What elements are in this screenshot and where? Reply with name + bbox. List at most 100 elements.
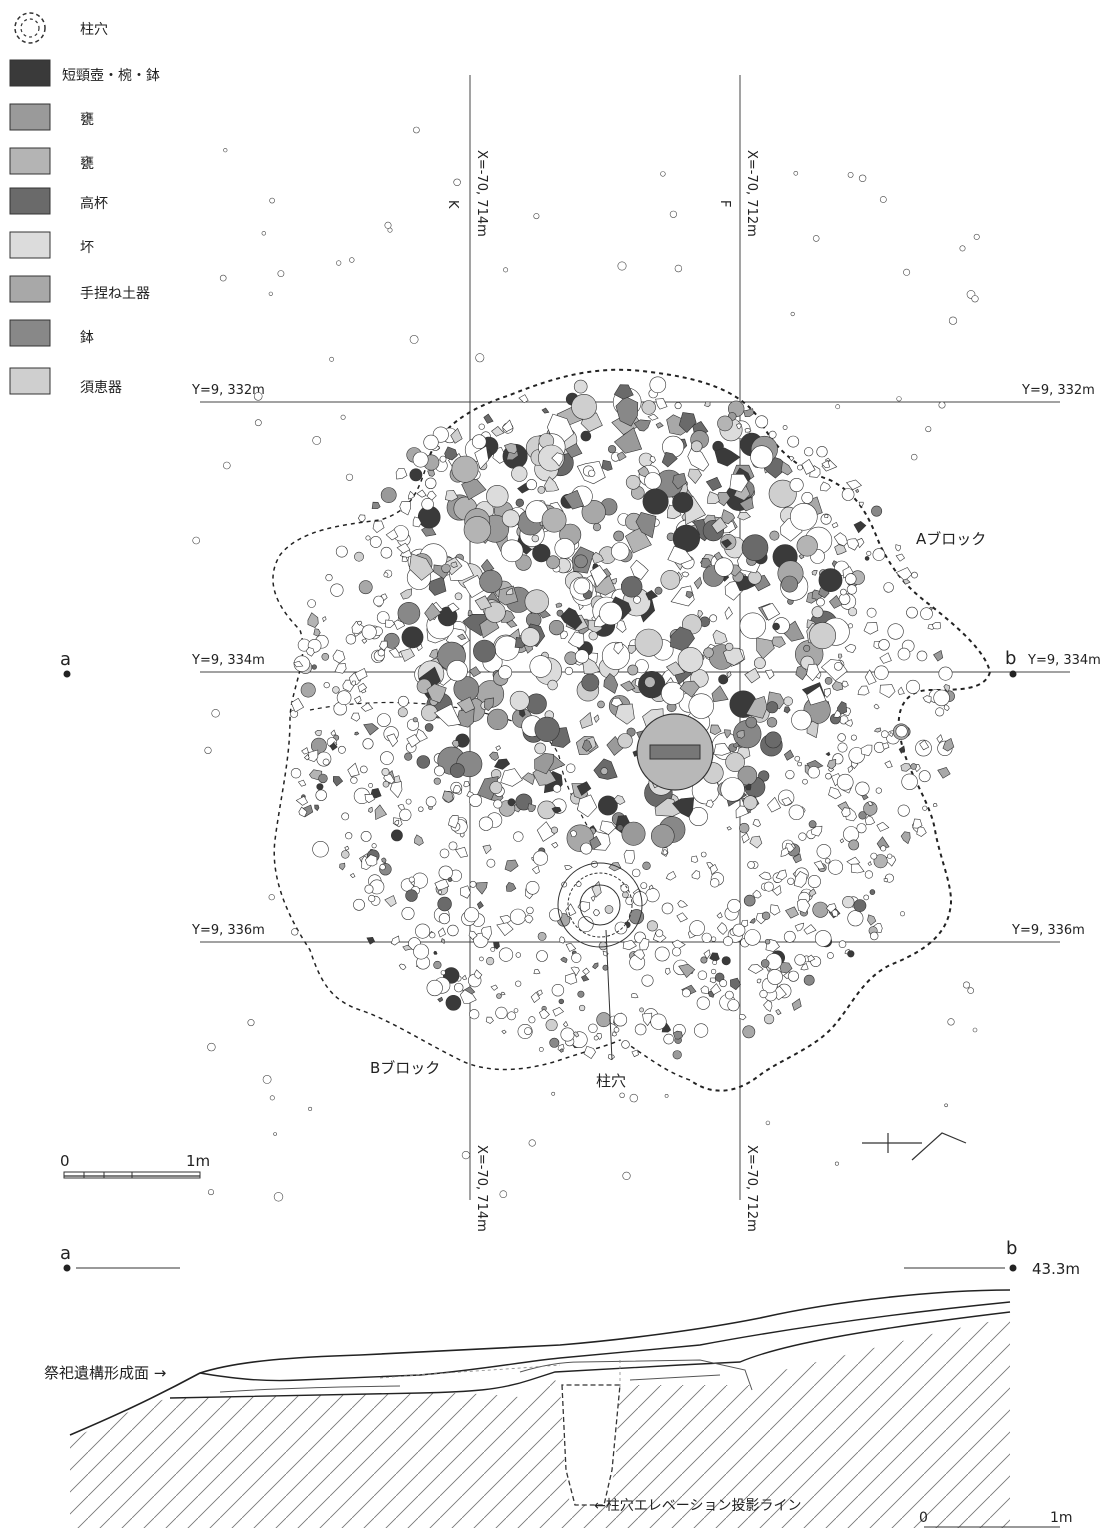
pottery-shard (863, 622, 879, 635)
pottery-shard (873, 703, 880, 710)
pottery-shard (412, 451, 429, 468)
pottery-shard (875, 787, 882, 794)
pottery-shard-outlier (461, 1150, 471, 1160)
pottery-shard (639, 1007, 644, 1013)
pottery-shard (789, 477, 804, 492)
pottery-shard (581, 499, 606, 525)
pottery-shard (551, 806, 562, 814)
pottery-shard (495, 1006, 508, 1020)
pottery-shard (714, 447, 741, 467)
pottery-shard (622, 939, 637, 951)
pottery-shard (625, 896, 634, 906)
pottery-shard (627, 664, 639, 676)
pottery-shard (803, 924, 817, 935)
pottery-shard-outlier (329, 356, 334, 362)
pottery-shard (500, 539, 524, 563)
pottery-shard (528, 1016, 536, 1024)
pottery-shard (438, 865, 453, 880)
pottery-shard (782, 425, 788, 430)
pottery-shard (688, 693, 714, 719)
pottery-shard (867, 914, 877, 926)
pottery-shard (747, 861, 755, 869)
pottery-shard (703, 949, 711, 960)
grid-label-y334-left: Y=9, 334m (191, 653, 265, 668)
pottery-shard (569, 829, 578, 838)
pottery-shard (872, 548, 886, 561)
pottery-shard (298, 806, 308, 818)
pottery-shard (902, 578, 911, 585)
plan-point-b-dot (1009, 670, 1017, 678)
pottery-shard (515, 980, 522, 987)
pottery-shard (687, 468, 702, 484)
pottery-shard (495, 745, 501, 751)
pottery-shard (350, 680, 357, 687)
pottery-shard (764, 731, 782, 749)
pottery-shard (494, 635, 520, 661)
pottery-shard (630, 559, 649, 580)
pottery-shard (556, 609, 564, 617)
pottery-shard-outlier (345, 473, 354, 481)
pottery-shard (850, 863, 865, 874)
pottery-shard (816, 597, 825, 607)
pottery-shard (787, 970, 799, 982)
pottery-shard (642, 861, 651, 870)
pottery-shard (810, 825, 823, 837)
pottery-shard (796, 535, 818, 557)
pottery-shard (787, 435, 800, 448)
pottery-shard (846, 584, 858, 595)
pottery-shard (533, 968, 541, 975)
pottery-shard (650, 824, 675, 848)
pottery-shard (396, 542, 411, 554)
pottery-shard (564, 864, 573, 871)
pottery-shard (440, 970, 446, 976)
pottery-shard-outlier (533, 213, 540, 220)
pottery-shard (744, 667, 761, 684)
pottery-shard (382, 780, 390, 788)
pottery-shard (788, 804, 805, 820)
pottery-shard-outlier (847, 171, 854, 178)
pottery-shard (496, 993, 502, 999)
pottery-shard (546, 555, 560, 570)
pottery-shard (423, 434, 439, 451)
pottery-shard (408, 490, 415, 500)
pottery-shard (873, 854, 888, 869)
pottery-shard (483, 697, 495, 712)
pottery-shard (473, 639, 496, 663)
section-projection-label: ←柱穴エレベーション投影ライン (594, 1498, 801, 1514)
pottery-shard (764, 669, 775, 680)
grid-label-y332-right: Y=9, 332m (1021, 383, 1095, 398)
pottery-shard (424, 602, 442, 622)
pottery-shard (357, 682, 368, 693)
pottery-shard (427, 469, 436, 477)
pottery-shard-outlier (273, 1132, 277, 1136)
pottery-shard (678, 412, 697, 434)
pottery-shard (672, 797, 695, 818)
pottery-shard (919, 739, 930, 751)
pottery-shard (742, 1025, 756, 1039)
pottery-shard (828, 786, 842, 800)
pottery-shard (395, 468, 408, 480)
pottery-shard (577, 990, 585, 998)
pottery-shard (415, 923, 431, 939)
pottery-shard (509, 908, 526, 925)
pottery-shard (754, 657, 766, 669)
plan-point-a-dot (63, 670, 71, 678)
pottery-shard (729, 473, 749, 493)
legend-label: 手捏ね土器 (80, 286, 150, 302)
pottery-shard (721, 509, 736, 525)
pottery-shard (863, 894, 870, 901)
pottery-shard (371, 843, 377, 849)
pottery-shard (769, 904, 781, 916)
pottery-shard (337, 745, 346, 754)
pottery-shard (486, 858, 496, 868)
pottery-shard (713, 742, 732, 756)
pottery-shard (450, 561, 458, 568)
pottery-shard (490, 947, 496, 952)
pottery-shard (401, 556, 408, 563)
legend-item-tsuki: 坏 (9, 231, 94, 259)
pottery-shard (588, 1023, 598, 1034)
dashed-circle-icon (14, 12, 46, 44)
pottery-shard (711, 685, 729, 703)
pottery-shard (783, 706, 791, 714)
